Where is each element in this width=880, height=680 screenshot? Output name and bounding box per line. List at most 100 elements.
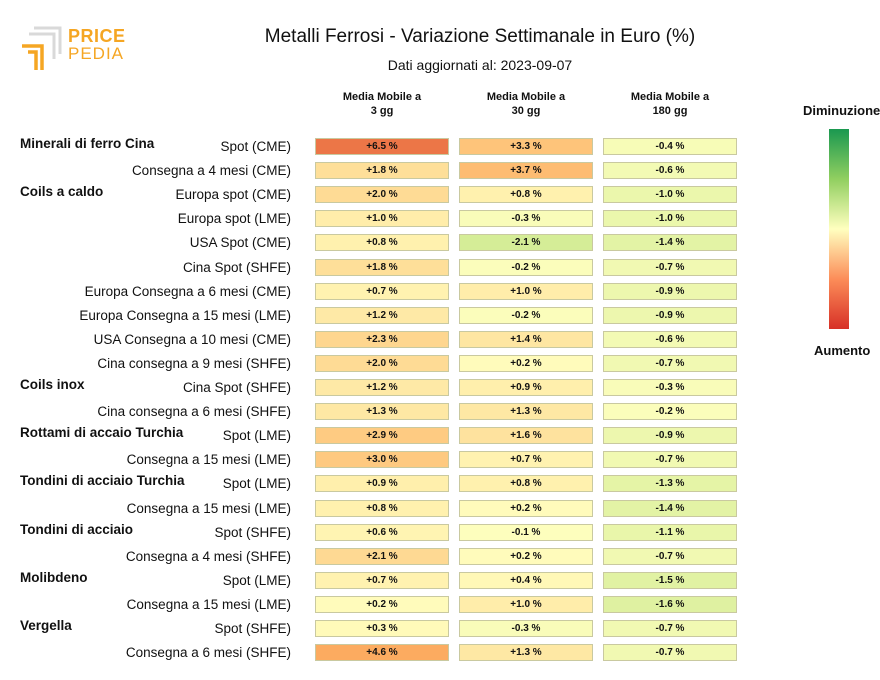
heatmap-cell: +0.2 %: [459, 354, 593, 372]
legend-bottom-label: Aumento: [814, 343, 871, 358]
group-label: Coils a caldo: [20, 184, 104, 200]
heatmap-cell: -0.7 %: [603, 258, 737, 276]
heatmap-cell: +0.7 %: [315, 571, 449, 589]
heatmap-cell: +0.9 %: [459, 379, 593, 396]
group-label: Tondini di acciaio: [20, 521, 134, 537]
heatmap-cell: -1.0 %: [603, 210, 737, 228]
heatmap-cell: +1.0 %: [315, 210, 449, 228]
row-label: Consegna a 15 mesi (LME): [126, 596, 291, 612]
heatmap-cell: +1.2 %: [315, 306, 449, 324]
legend-color-bar: [829, 129, 849, 329]
chart-title: Metalli Ferrosi - Variazione Settimanale…: [264, 26, 696, 47]
row-label: Cina consegna a 9 mesi (SHFE): [97, 355, 291, 371]
row-label: Spot (LME): [222, 572, 291, 588]
legend-top-label: Diminuzione: [803, 103, 880, 118]
heatmap-cell: -0.9 %: [603, 306, 737, 324]
row-label: Consegna a 15 mesi (LME): [126, 500, 291, 516]
group-label: Molibdeno: [20, 569, 88, 585]
row-label: Europa Consegna a 6 mesi (CME): [84, 283, 291, 299]
heatmap-cell: +3.0 %: [315, 451, 449, 469]
row-label: Europa spot (LME): [177, 211, 291, 227]
heatmap-cell: -0.2 %: [603, 403, 737, 421]
heatmap-cell: -0.7 %: [603, 354, 737, 372]
heatmap-cell: +0.8 %: [315, 234, 449, 252]
row-label: Spot (LME): [222, 476, 291, 492]
heatmap-cell: -0.7 %: [603, 547, 737, 565]
heatmap-cell: +2.0 %: [315, 186, 449, 204]
heatmap-cell: +2.0 %: [315, 354, 449, 372]
heatmap-cell: +6.5 %: [315, 138, 449, 155]
logo-text-pedia: PEDIA: [68, 44, 125, 63]
heatmap-cell: +1.0 %: [459, 282, 593, 300]
row-label: USA Spot (CME): [189, 235, 291, 251]
heatmap-cell: +2.3 %: [315, 330, 449, 348]
heatmap-cell: -1.4 %: [603, 499, 737, 517]
heatmap-cell: +0.8 %: [459, 475, 593, 493]
heatmap-cell: +0.6 %: [315, 523, 449, 541]
heatmap-cell: +0.3 %: [315, 620, 449, 637]
row-label: Consegna a 15 mesi (LME): [126, 452, 291, 468]
group-label: Coils inox: [20, 377, 85, 392]
heatmap-cell: -1.0 %: [603, 186, 737, 204]
heatmap-cell: +1.3 %: [459, 403, 593, 421]
row-label: Spot (CME): [220, 139, 291, 154]
heatmap-cell: +0.7 %: [315, 282, 449, 300]
row-label: Cina Spot (SHFE): [182, 259, 291, 275]
heatmap-cell: +0.2 %: [459, 547, 593, 565]
heatmap-cell: -0.4 %: [603, 138, 737, 155]
heatmap-cell: -1.6 %: [603, 595, 737, 613]
heatmap-cell: +1.8 %: [315, 258, 449, 276]
row-label: Europa spot (CME): [175, 187, 291, 203]
heatmap-cell: +1.4 %: [459, 330, 593, 348]
column-header: Media Mobile a 30 gg: [486, 91, 566, 117]
heatmap-cell: +0.8 %: [315, 499, 449, 517]
heatmap-cell: +3.7 %: [459, 162, 593, 180]
row-label: Spot (SHFE): [214, 621, 291, 636]
heatmap-cell: +0.2 %: [459, 499, 593, 517]
heatmap-cell: +1.6 %: [459, 427, 593, 445]
pricepedia-logo: PRICE PEDIA: [20, 26, 130, 74]
group-label: Minerali di ferro Cina: [20, 136, 155, 151]
heatmap-cell: -0.3 %: [603, 379, 737, 396]
row-label: Cina Spot (SHFE): [182, 380, 291, 395]
logo-mark-icon: [22, 26, 62, 70]
heatmap-cell: +2.9 %: [315, 427, 449, 445]
heatmap-cell: +0.8 %: [459, 186, 593, 204]
heatmap-cell: -1.5 %: [603, 571, 737, 589]
row-label: Spot (LME): [222, 428, 291, 444]
heatmap-cell: +0.2 %: [315, 595, 449, 613]
heatmap-cell: +3.3 %: [459, 138, 593, 155]
heatmap-cell: -0.7 %: [603, 644, 737, 662]
heatmap-cell: +2.1 %: [315, 547, 449, 565]
column-header: Media Mobile a 180 gg: [630, 91, 710, 117]
heatmap-cell: -1.4 %: [603, 234, 737, 252]
heatmap-cell: +1.3 %: [459, 644, 593, 662]
row-label: Consegna a 6 mesi (SHFE): [125, 645, 291, 661]
row-label: Spot (SHFE): [214, 524, 291, 540]
heatmap-cell: +0.7 %: [459, 451, 593, 469]
heatmap-cell: -2.1 %: [459, 234, 593, 252]
row-label: Cina consegna a 6 mesi (SHFE): [97, 404, 291, 420]
row-label: Europa Consegna a 15 mesi (LME): [79, 307, 291, 323]
heatmap-cell: +1.0 %: [459, 595, 593, 613]
heatmap-cell: +1.2 %: [315, 379, 449, 396]
heatmap-cell: +1.3 %: [315, 403, 449, 421]
row-label: Consegna a 4 mesi (SHFE): [125, 548, 291, 564]
row-label: Consegna a 4 mesi (CME): [131, 163, 291, 179]
heatmap-cell: +4.6 %: [315, 644, 449, 662]
row-label: USA Consegna a 10 mesi (CME): [93, 331, 291, 347]
heatmap-cell: -0.6 %: [603, 162, 737, 180]
heatmap-cell: -1.3 %: [603, 475, 737, 493]
group-label: Rottami di accaio Turchia: [20, 425, 184, 441]
heatmap-cell: -0.3 %: [459, 620, 593, 637]
heatmap-cell: -0.9 %: [603, 282, 737, 300]
heatmap-cell: -0.2 %: [459, 306, 593, 324]
heatmap-cell: -0.7 %: [603, 451, 737, 469]
heatmap-cell: -0.9 %: [603, 427, 737, 445]
heatmap-cell: -0.3 %: [459, 210, 593, 228]
heatmap-cell: -0.2 %: [459, 258, 593, 276]
heatmap-cell: -0.7 %: [603, 620, 737, 637]
heatmap-cell: +0.4 %: [459, 571, 593, 589]
heatmap-cell: -0.1 %: [459, 523, 593, 541]
